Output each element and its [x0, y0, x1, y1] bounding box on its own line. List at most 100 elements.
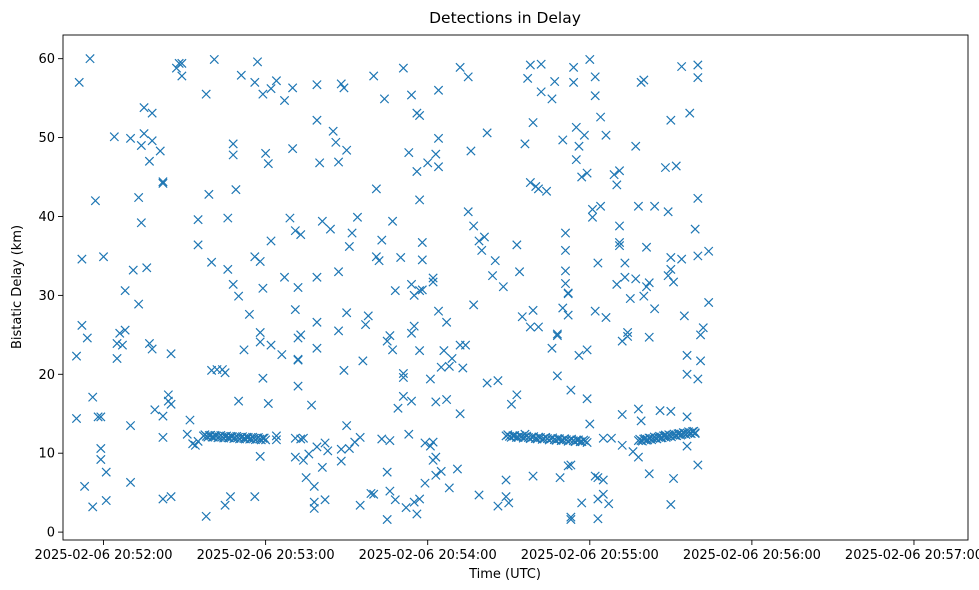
data-point-marker	[585, 54, 595, 65]
data-point-marker	[77, 320, 87, 330]
data-point-marker	[685, 108, 695, 118]
data-point-marker	[525, 60, 535, 70]
data-point-marker	[182, 429, 192, 439]
data-point-marker	[298, 433, 309, 443]
data-point-marker	[606, 433, 617, 443]
data-point-marker	[414, 494, 425, 504]
data-point-marker	[558, 303, 568, 313]
data-point-marker	[101, 467, 111, 477]
data-point-marker	[296, 230, 306, 240]
data-point-marker	[541, 186, 552, 196]
data-point-marker	[293, 355, 303, 365]
data-point-marker	[136, 140, 146, 151]
data-point-marker	[547, 94, 557, 104]
data-point-marker	[279, 95, 290, 106]
data-point-marker	[587, 212, 598, 222]
data-point-marker	[252, 57, 263, 67]
data-point-marker	[158, 494, 168, 504]
data-point-marker	[158, 432, 168, 443]
data-point-marker	[533, 322, 544, 332]
data-point-marker	[493, 375, 503, 386]
data-point-marker	[590, 72, 600, 82]
data-point-marker	[644, 278, 654, 288]
data-point-marker	[582, 345, 592, 355]
data-point-marker	[250, 491, 260, 502]
data-point-marker	[174, 58, 184, 69]
data-point-marker	[666, 406, 676, 417]
data-point-marker	[328, 126, 338, 136]
data-point-marker	[444, 483, 454, 493]
data-point-marker	[425, 441, 436, 451]
data-point-marker	[377, 235, 387, 245]
data-point-marker	[546, 434, 556, 444]
data-point-marker	[614, 241, 625, 251]
data-point-marker	[571, 155, 581, 165]
data-point-marker	[414, 195, 425, 205]
data-point-marker	[296, 434, 306, 444]
data-point-marker	[79, 481, 90, 491]
data-point-marker	[325, 224, 336, 234]
data-point-marker	[412, 166, 422, 177]
data-point-marker	[566, 460, 576, 470]
data-point-marker	[693, 251, 703, 261]
data-point-marker	[398, 391, 409, 402]
data-point-marker	[347, 228, 357, 238]
data-point-marker	[85, 54, 95, 64]
data-point-marker	[609, 170, 619, 180]
data-point-marker	[577, 172, 587, 182]
data-point-marker	[420, 438, 430, 448]
data-point-marker	[547, 343, 557, 353]
data-point-marker	[233, 396, 244, 406]
data-point-marker	[633, 201, 644, 211]
data-point-marker	[428, 277, 438, 287]
data-point-marker	[595, 201, 606, 211]
data-point-marker	[582, 394, 592, 404]
data-point-marker	[469, 300, 479, 310]
x-tick-label: 2025-02-06 20:57:00	[845, 548, 979, 563]
data-point-marker	[590, 91, 600, 101]
data-point-marker	[258, 283, 268, 293]
data-point-marker	[271, 431, 282, 441]
data-point-marker	[288, 83, 298, 93]
data-point-marker	[225, 491, 236, 502]
data-point-marker	[704, 297, 714, 308]
data-point-marker	[188, 439, 198, 449]
data-point-marker	[677, 61, 687, 72]
data-point-marker	[223, 213, 233, 223]
data-point-marker	[444, 361, 454, 372]
data-point-marker	[563, 289, 573, 299]
data-point-marker	[177, 71, 187, 81]
data-point-marker	[193, 240, 203, 250]
data-point-marker	[566, 385, 576, 395]
data-point-marker	[312, 343, 322, 353]
data-point-marker	[501, 475, 511, 485]
y-tick-label: 30	[38, 289, 55, 304]
data-point-marker	[458, 363, 468, 373]
data-point-marker	[231, 185, 241, 195]
data-point-marker	[285, 213, 295, 223]
data-point-marker	[693, 60, 703, 70]
data-point-marker	[641, 282, 652, 292]
data-point-marker	[574, 141, 584, 151]
data-point-marker	[695, 356, 706, 366]
data-point-marker	[601, 312, 611, 323]
data-point-marker	[277, 349, 287, 360]
y-tick-label: 20	[38, 368, 55, 383]
data-point-marker	[258, 433, 268, 443]
data-point-marker	[560, 266, 571, 276]
data-point-marker	[88, 392, 98, 402]
data-point-marker	[560, 245, 571, 256]
data-point-marker	[612, 180, 622, 190]
data-point-marker	[604, 499, 614, 509]
data-point-marker	[333, 267, 344, 277]
data-point-marker	[636, 416, 646, 426]
data-point-marker	[585, 419, 595, 429]
data-point-marker	[360, 319, 371, 330]
data-point-marker	[336, 456, 346, 466]
data-point-marker	[568, 77, 579, 87]
data-point-marker	[487, 271, 498, 281]
data-point-marker	[166, 399, 176, 409]
data-point-marker	[414, 110, 425, 121]
data-point-marker	[566, 514, 576, 525]
data-point-marker	[650, 304, 660, 314]
